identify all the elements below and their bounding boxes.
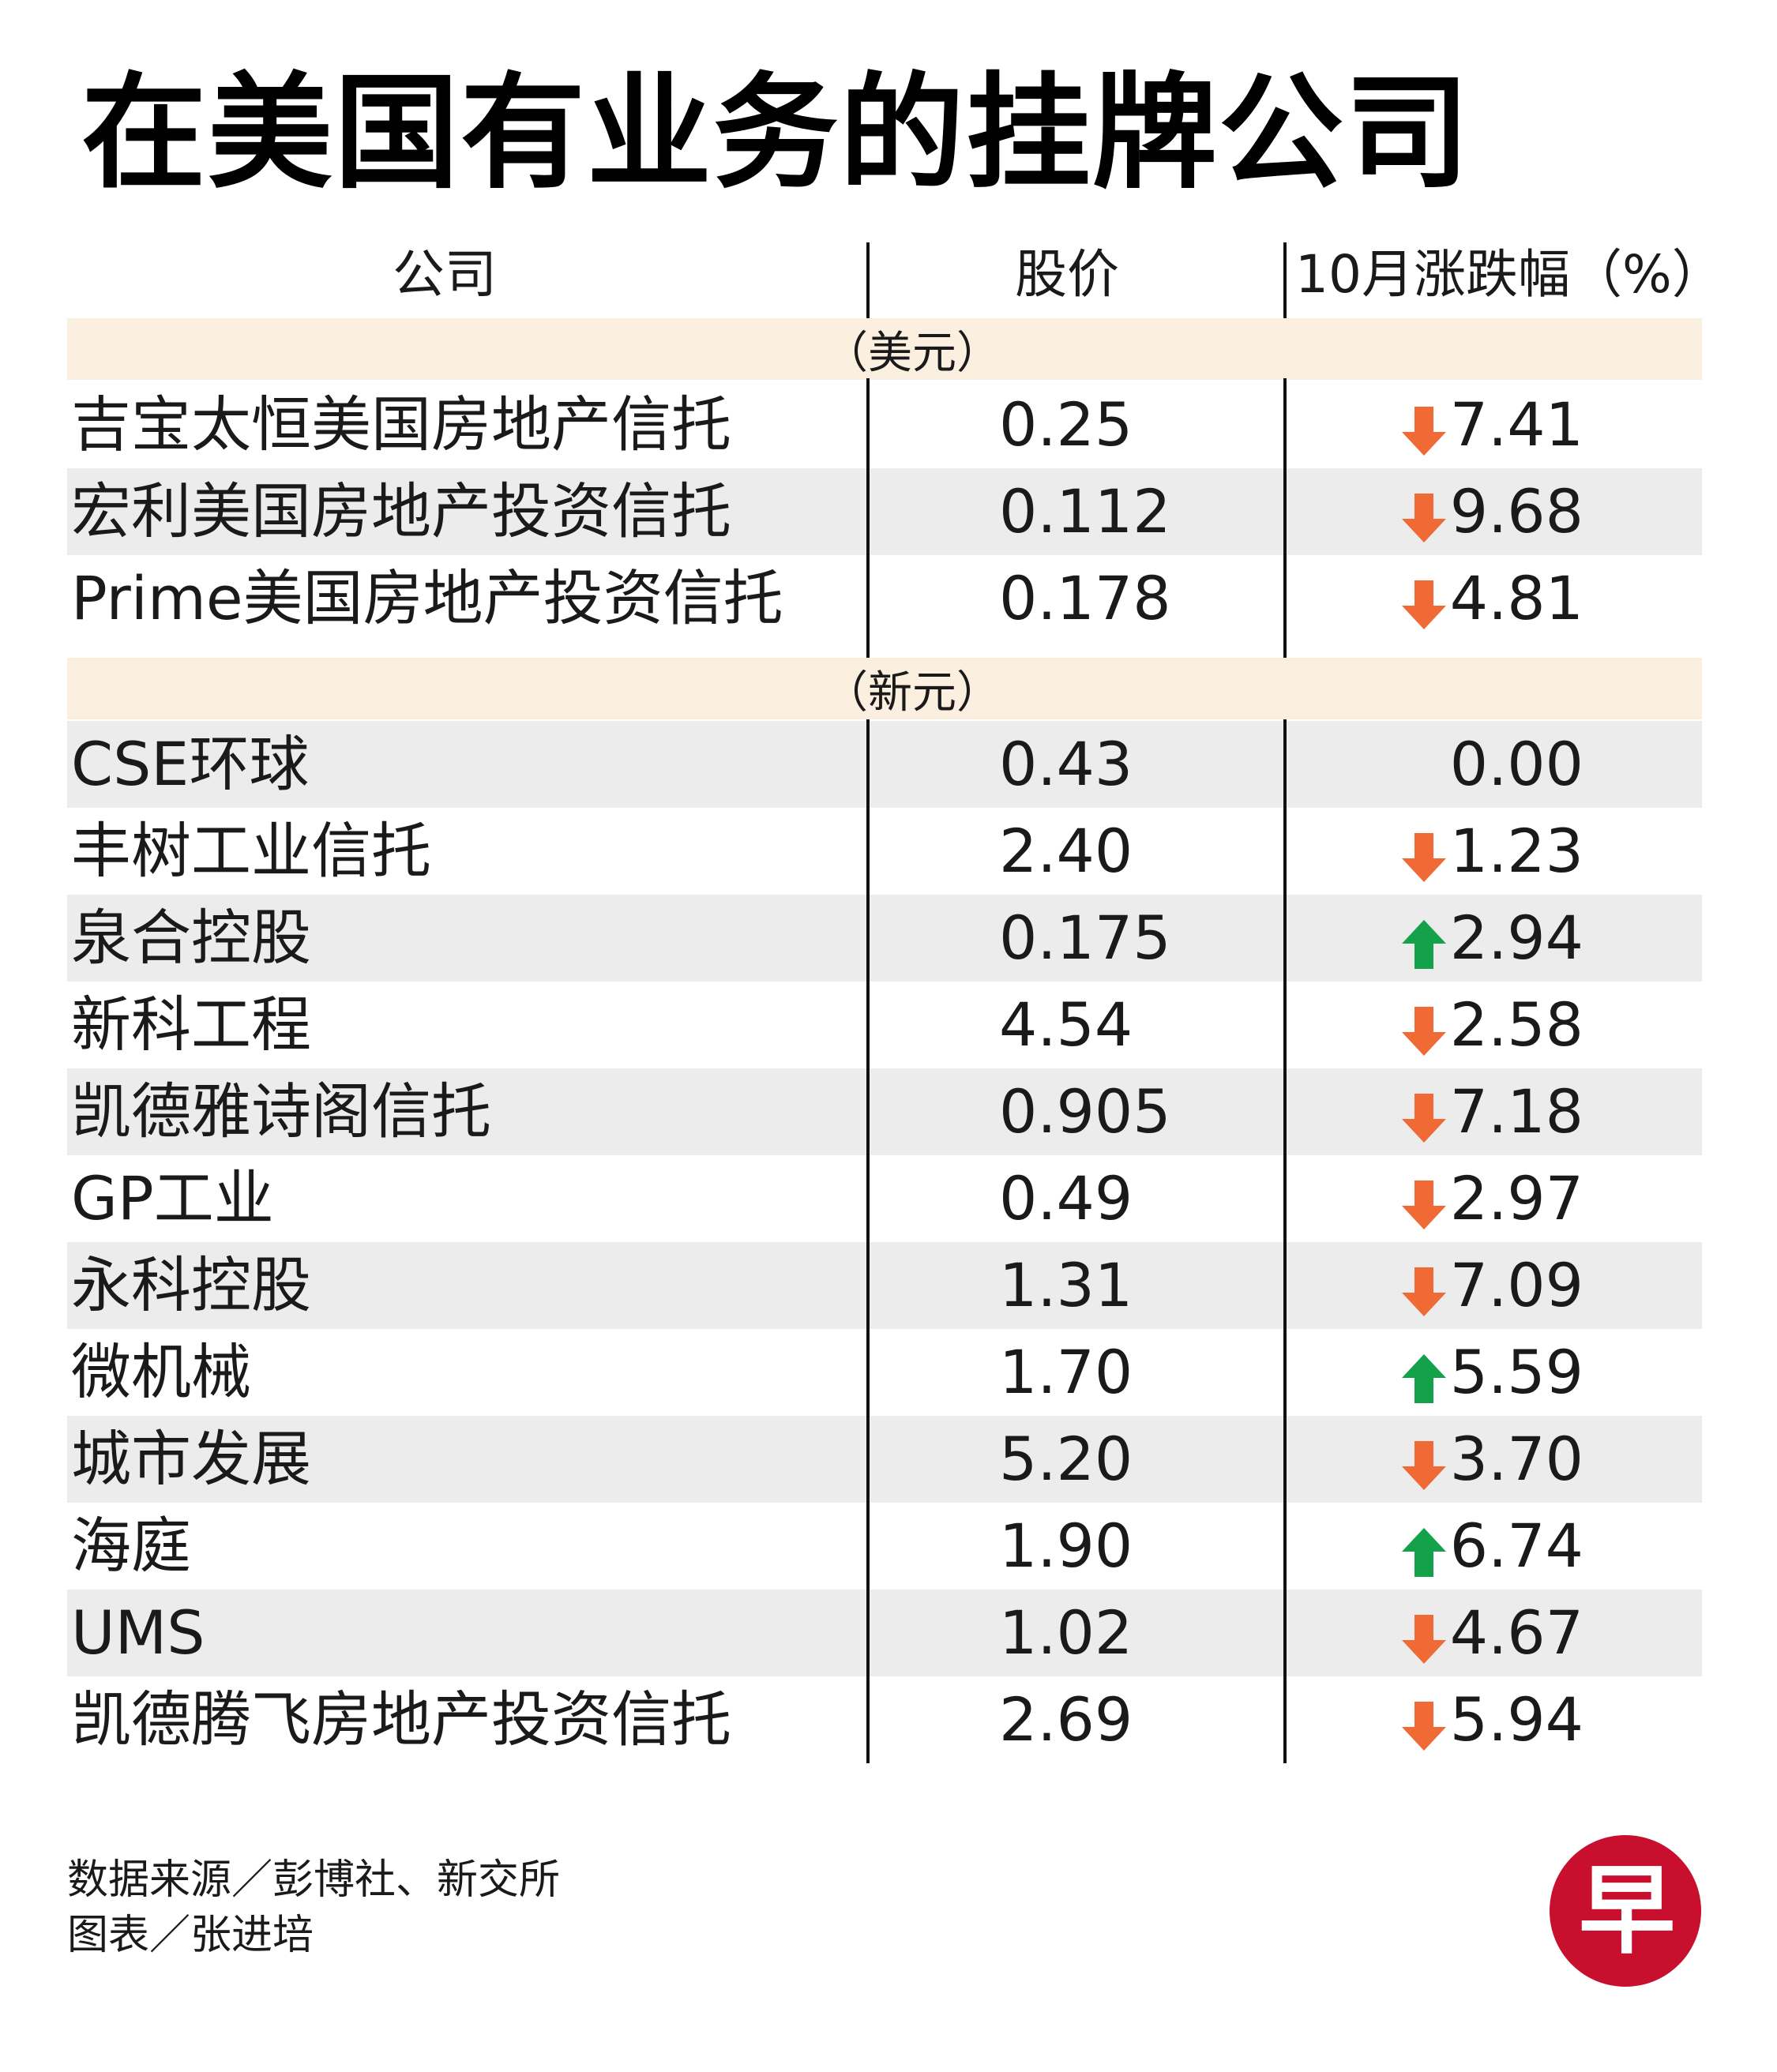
page-title: 在美国有业务的挂牌公司	[81, 61, 1471, 206]
table-row: 丰树工业信托 2.40 1.23	[67, 808, 1702, 895]
table-row: 凯德雅诗阁信托 0.905 7.18	[67, 1068, 1702, 1155]
column-header-company: 公司	[393, 244, 497, 305]
table-row: Prime美国房地产投资信托 0.178 4.81	[67, 555, 1702, 642]
currency-band: （新元）	[67, 658, 1702, 719]
change-value: 2.97	[1449, 1163, 1584, 1233]
column-header-change: 10月涨跌幅（%）	[1295, 244, 1724, 305]
arrow-down-icon	[1402, 1094, 1446, 1143]
company-name: 凯德雅诗阁信托	[71, 1076, 491, 1147]
price-value: 0.25	[999, 389, 1133, 460]
price-value: 1.02	[999, 1597, 1133, 1668]
change-value: 4.81	[1449, 563, 1584, 633]
table-row: 泉合控股 0.175 2.94	[67, 895, 1702, 982]
company-name: Prime美国房地产投资信托	[71, 563, 783, 633]
price-value: 0.175	[999, 903, 1171, 973]
table-row: UMS 1.02 4.67	[67, 1590, 1702, 1676]
price-value: 0.905	[999, 1076, 1171, 1147]
company-name: 泉合控股	[71, 903, 311, 973]
company-name: 永科控股	[71, 1250, 311, 1320]
currency-label: （美元）	[824, 327, 1001, 379]
arrow-down-icon	[1402, 1007, 1446, 1056]
arrow-down-icon	[1402, 407, 1446, 456]
change-value: 3.70	[1449, 1424, 1584, 1494]
arrow-up-icon	[1402, 1528, 1446, 1577]
change-value: 5.59	[1449, 1337, 1584, 1407]
table-row: 海庭 1.90 6.74	[67, 1503, 1702, 1590]
data-table: 公司 股价 10月涨跌幅（%） （美元） 吉宝太恒美国房地产信托 0.25 7.41 宏…	[67, 233, 1724, 1781]
company-name: 凯德腾飞房地产投资信托	[71, 1684, 731, 1755]
price-value: 1.90	[999, 1511, 1133, 1581]
arrow-down-icon	[1402, 1702, 1446, 1751]
change-value: 6.74	[1449, 1511, 1584, 1581]
price-value: 0.49	[999, 1163, 1133, 1233]
arrow-down-icon	[1402, 833, 1446, 882]
price-value: 2.69	[999, 1684, 1133, 1755]
change-value: 1.23	[1449, 816, 1584, 886]
arrow-down-icon	[1402, 1441, 1446, 1490]
column-divider	[1283, 378, 1287, 658]
price-value: 1.70	[999, 1337, 1133, 1407]
currency-band: （美元）	[67, 318, 1702, 380]
logo-circle	[1550, 1835, 1701, 1987]
price-value: 0.43	[999, 729, 1133, 799]
company-name: 新科工程	[71, 989, 311, 1060]
table-row: 城市发展 5.20 3.70	[67, 1416, 1702, 1503]
column-divider	[866, 242, 870, 318]
data-source-note: 数据来源／彭博社、新交所	[67, 1856, 561, 1904]
price-value: 1.31	[999, 1250, 1133, 1320]
arrow-down-icon	[1402, 494, 1446, 542]
table-row: GP工业 0.49 2.97	[67, 1155, 1702, 1242]
table-row: CSE环球 0.43 0.00	[67, 721, 1702, 808]
table-row: 永科控股 1.31 7.09	[67, 1242, 1702, 1329]
company-name: 吉宝太恒美国房地产信托	[71, 389, 731, 460]
arrow-down-icon	[1402, 1615, 1446, 1664]
change-value: 7.41	[1449, 389, 1584, 460]
price-value: 4.54	[999, 989, 1133, 1060]
table-row: 新科工程 4.54 2.58	[67, 982, 1702, 1068]
currency-label: （新元）	[824, 666, 1001, 719]
company-name: 丰树工业信托	[71, 816, 431, 886]
arrow-down-icon	[1402, 580, 1446, 629]
table-row: 凯德腾飞房地产投资信托 2.69 5.94	[67, 1676, 1702, 1763]
zaobao-logo-icon: 早	[1550, 1835, 1701, 1987]
column-divider	[866, 719, 870, 1763]
change-value: 7.18	[1449, 1076, 1584, 1147]
company-name: UMS	[71, 1597, 205, 1668]
column-divider	[1283, 719, 1287, 1763]
column-divider	[1283, 242, 1287, 318]
change-value: 0.00	[1449, 729, 1584, 799]
column-divider	[866, 378, 870, 658]
arrow-up-icon	[1402, 1354, 1446, 1403]
price-value: 0.178	[999, 563, 1171, 633]
company-name: CSE环球	[71, 729, 310, 799]
table-row: 宏利美国房地产投资信托 0.112 9.68	[67, 468, 1702, 555]
column-header-price: 股价	[1015, 244, 1119, 305]
table-row: 微机械 1.70 5.59	[67, 1329, 1702, 1416]
company-name: 海庭	[71, 1511, 191, 1581]
table-row: 吉宝太恒美国房地产信托 0.25 7.41	[67, 381, 1702, 468]
company-name: GP工业	[71, 1163, 274, 1233]
arrow-down-icon	[1402, 1267, 1446, 1316]
arrow-down-icon	[1402, 1181, 1446, 1229]
company-name: 宏利美国房地产投资信托	[71, 476, 731, 546]
price-value: 0.112	[999, 476, 1171, 546]
company-name: 微机械	[71, 1337, 251, 1407]
change-value: 9.68	[1449, 476, 1584, 546]
chart-credit-note: 图表／张进培	[67, 1912, 314, 1959]
change-value: 7.09	[1449, 1250, 1584, 1320]
price-value: 5.20	[999, 1424, 1133, 1494]
arrow-up-icon	[1402, 920, 1446, 969]
logo-glyph: 早	[1579, 1855, 1675, 1967]
company-name: 城市发展	[71, 1424, 311, 1494]
change-value: 4.67	[1449, 1597, 1584, 1668]
change-value: 2.58	[1449, 989, 1584, 1060]
change-value: 2.94	[1449, 903, 1584, 973]
price-value: 2.40	[999, 816, 1133, 886]
change-value: 5.94	[1449, 1684, 1584, 1755]
